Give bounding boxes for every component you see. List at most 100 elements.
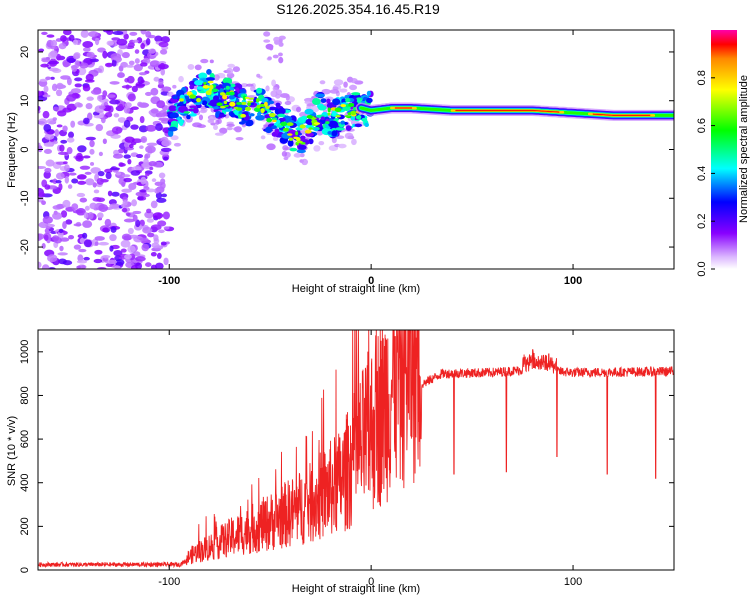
spectrogram-halo-blob	[284, 101, 292, 106]
spectrogram-band-core	[344, 115, 351, 118]
colorbar-gradient	[711, 30, 737, 269]
spectrogram-noise-blob	[41, 31, 48, 36]
spectrogram-band-blob	[312, 97, 321, 106]
spectrogram-noise-blob	[109, 203, 120, 209]
chart-title: S126.2025.354.16.45.R19	[276, 1, 440, 17]
spectrogram-halo-blob	[240, 83, 249, 88]
spectrogram-noise-blob	[97, 94, 103, 102]
spectrogram-stray-blob	[278, 38, 283, 43]
spectrogram-noise-blob	[128, 183, 137, 191]
spectrogram-band-core	[255, 98, 260, 103]
spectrogram-noise-blob	[163, 156, 169, 161]
spectrogram-band-blob	[351, 92, 361, 96]
spectrogram-band-blob	[168, 105, 177, 112]
spectrogram-noise-blob	[160, 178, 166, 185]
spectrogram-band-core	[229, 101, 236, 107]
colorbar-ticks: 0.0 0.2 0.4 0.6 0.8	[696, 70, 715, 277]
spectrogram-noise-blob	[138, 125, 149, 133]
colorbar: 0.0 0.2 0.4 0.6 0.8 Normalized spectral ampl…	[696, 30, 750, 277]
spectrogram-noise-blob	[163, 257, 169, 266]
spectrogram-noise-blob	[98, 241, 109, 246]
spectrogram-noise-blob	[149, 60, 161, 68]
spectrogram-noise-blob	[51, 235, 60, 242]
spectrogram-noise-blob	[117, 117, 126, 123]
spectrogram-noise-blob	[158, 79, 164, 86]
spectrogram-noise-blob	[58, 258, 67, 265]
spectrogram-halo-blob	[333, 79, 344, 86]
spectrogram-band-core	[244, 96, 250, 99]
spectrogram-noise-blob	[96, 197, 106, 202]
spectrogram-band-core	[264, 101, 268, 107]
spectrogram-noise-blob	[93, 189, 100, 194]
spectrogram-halo-blob	[233, 127, 240, 131]
spectrogram-noise-blob	[76, 192, 86, 198]
spectrogram-halo-blob	[321, 88, 331, 95]
spectrogram-halo-blob	[226, 126, 233, 131]
spectrogram-band-core	[334, 107, 342, 113]
spectrogram-y-tick-label: -20	[19, 239, 31, 255]
spectrogram-noise-blob	[144, 91, 153, 97]
spectrogram-band-core	[271, 117, 278, 121]
spectrogram-noise-blob	[80, 30, 89, 38]
spectrogram-band-blob	[300, 135, 306, 140]
spectrogram-halo-blob	[187, 63, 195, 70]
spectrogram-halo-blob	[275, 89, 282, 96]
spectrogram-noise-blob	[109, 167, 121, 171]
spectrogram-noise-blob	[51, 83, 58, 92]
spectrogram-halo-blob	[227, 63, 235, 68]
spectrogram-band-blob	[285, 115, 290, 123]
spectrogram-band-core	[348, 102, 355, 107]
spectrogram-noise-blob	[62, 161, 68, 165]
spectrogram-noise-blob	[113, 113, 120, 118]
spectrogram-noise-blob	[151, 178, 157, 182]
spectrogram-noise-blob	[158, 41, 169, 48]
spectrogram-noise-blob	[67, 184, 73, 189]
spectrogram-noise-blob	[43, 148, 53, 154]
spectrogram-noise-blob	[60, 75, 71, 80]
spectrogram-noise-blob	[57, 252, 68, 256]
spectrogram-band-blob	[275, 102, 281, 108]
spectrogram-noise-blob	[101, 255, 111, 259]
spectrogram-noise-blob	[67, 131, 75, 139]
spectrogram-noise-blob	[118, 162, 126, 167]
spectrogram-noise-blob	[85, 136, 96, 141]
spectrogram-noise-blob	[59, 245, 64, 252]
spectrogram-stray-blob	[263, 39, 271, 43]
spectrogram-peak-segment	[592, 113, 651, 116]
spectrogram-noise-blob	[148, 160, 157, 167]
spectrogram-noise-blob	[127, 245, 136, 254]
spectrogram-noise-blob	[109, 81, 120, 85]
spectrogram-band-core	[222, 94, 228, 100]
spectrogram-x-tick-label: 100	[564, 275, 582, 287]
spectrogram-noise-blob	[111, 126, 123, 134]
spectrogram-noise-blob	[68, 235, 75, 240]
spectrogram-band-blob	[340, 120, 345, 125]
spectrogram-halo-blob	[170, 135, 179, 141]
spectrogram-band-blob	[335, 127, 345, 131]
spectrogram-noise-blob	[137, 101, 143, 107]
spectrogram-halo-blob	[200, 58, 209, 64]
spectrogram-band-core	[208, 84, 214, 90]
spectrogram-noise-blob	[44, 184, 51, 190]
spectrogram-noise-blob	[114, 259, 125, 266]
spectrogram-band-core	[205, 90, 212, 96]
spectrogram-halo-blob	[313, 145, 321, 152]
spectrogram-noise-blob	[156, 197, 167, 203]
spectrogram-band-core	[186, 91, 193, 95]
spectrogram-noise-blob	[74, 77, 83, 82]
snr-frame	[37, 329, 675, 571]
spectrogram-noise-blob	[121, 207, 128, 213]
spectrogram-noise-blob	[79, 165, 91, 170]
spectrogram-noise-blob	[75, 155, 84, 162]
spectrogram-band-core	[272, 119, 277, 123]
spectrogram-band-core	[178, 98, 184, 102]
snr-y-tick-label: 800	[19, 386, 31, 404]
spectrogram-noise-blob	[93, 115, 104, 119]
spectrogram-noise-blob	[121, 51, 130, 59]
spectrogram-noise-blob	[143, 158, 149, 167]
spectrogram-noise-blob	[120, 239, 131, 248]
spectrogram-noise-blob	[82, 117, 90, 125]
spectrogram-band-blob	[205, 77, 215, 81]
